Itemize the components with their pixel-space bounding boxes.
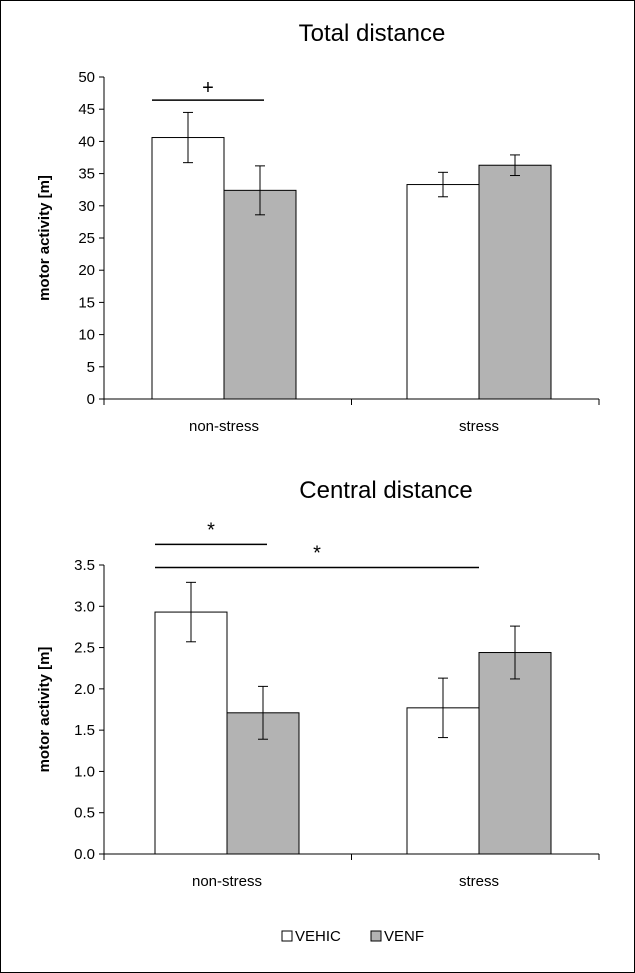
y-tick-label: 0 [87, 391, 95, 408]
y-tick-label: 2.5 [74, 640, 95, 657]
y-tick-label: 1.0 [74, 763, 95, 780]
y-tick-label: 40 [78, 133, 95, 150]
y-tick-label: 20 [78, 262, 95, 279]
bar-venf-stress [478, 652, 552, 855]
legend: VEHIC VENF [281, 928, 424, 945]
legend-swatch-venf [370, 930, 382, 942]
x-category-label: non-stress [192, 873, 262, 890]
x-category-label: stress [459, 418, 499, 435]
chart-title: Total distance [299, 20, 446, 47]
chart-title: Central distance [299, 477, 472, 504]
y-tick-label: 3.5 [74, 557, 95, 574]
bar-venf-stress [478, 164, 552, 400]
significance-marker: + [202, 77, 214, 99]
y-tick-label: 0.0 [74, 846, 95, 863]
bar-vehic-stress [406, 184, 480, 400]
legend-label-vehic: VEHIC [295, 928, 341, 945]
y-axis-label: motor activity [m] [36, 647, 53, 773]
y-tick-label: 50 [78, 69, 95, 86]
chart-2: Central distance motor activity [m] 0.0 0.5… [36, 477, 600, 890]
y-axis-label: motor activity [m] [36, 175, 53, 301]
legend-swatch-vehic [281, 930, 293, 942]
y-tick-label: 25 [78, 230, 95, 247]
x-category-label: non-stress [189, 418, 259, 435]
y-tick-label: 35 [78, 166, 95, 183]
significance-marker: * [313, 542, 321, 564]
y-tick-label: 45 [78, 101, 95, 118]
y-tick-label: 1.5 [74, 722, 95, 739]
bar-venf-non-stress [223, 189, 297, 400]
significance-marker: * [207, 519, 215, 541]
y-tick-label: 3.0 [74, 598, 95, 615]
legend-label-venf: VENF [384, 928, 424, 945]
y-tick-label: 2.0 [74, 681, 95, 698]
bar-vehic-non-stress [154, 611, 228, 855]
x-category-label: stress [459, 873, 499, 890]
y-tick-label: 15 [78, 294, 95, 311]
y-tick-label: 30 [78, 198, 95, 215]
chart-1: Total distance motor activity [m] 0 5 10 15 20… [36, 20, 600, 435]
bar-vehic-non-stress [151, 137, 225, 400]
y-tick-label: 0.5 [74, 805, 95, 822]
y-tick-label: 5 [87, 359, 95, 376]
y-tick-label: 10 [78, 327, 95, 344]
